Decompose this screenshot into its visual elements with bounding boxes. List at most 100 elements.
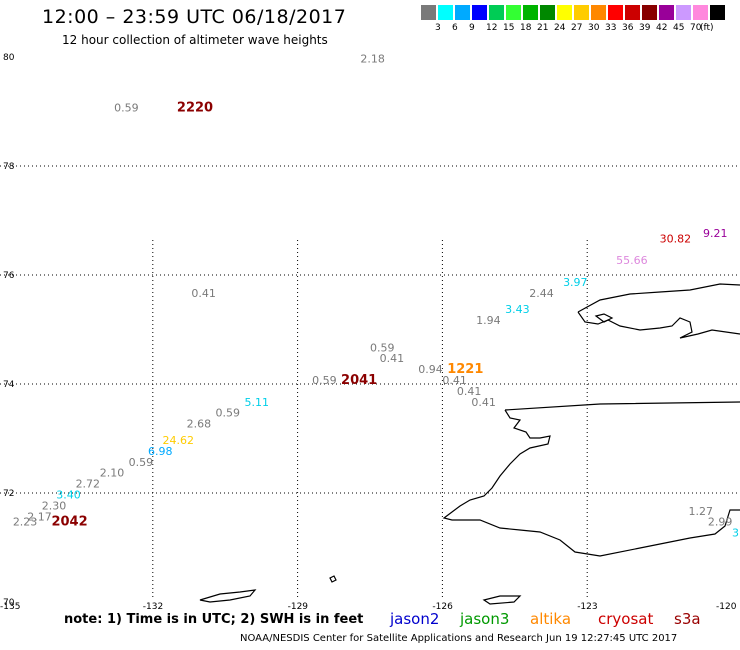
wave-height-value: 0.41 — [380, 352, 405, 365]
pass-time-label: 2042 — [51, 515, 87, 530]
legend-swatch — [506, 5, 522, 20]
wave-height-value: 0.59 — [312, 374, 337, 387]
satellite-name-s3a: s3a — [674, 610, 701, 628]
longitude-label: -123 — [577, 602, 597, 612]
longitude-label: -129 — [288, 602, 309, 612]
coastline — [199, 283, 740, 605]
legend-value-label: 12 — [486, 23, 498, 33]
legend-value-label: 3 — [435, 23, 441, 33]
legend-swatch — [710, 5, 726, 20]
legend-swatch — [591, 5, 607, 20]
legend-swatch — [438, 5, 454, 20]
legend-value-label: 15 — [503, 23, 515, 33]
wave-height-value: 2.30 — [42, 499, 67, 512]
legend-value-label: 45 — [673, 23, 685, 33]
island-coastline — [329, 575, 337, 583]
legend-value-label: 27 — [571, 23, 583, 33]
legend-swatch — [659, 5, 675, 20]
island-coastline — [594, 313, 614, 323]
legend-swatch — [472, 5, 488, 20]
credit-line: NOAA/NESDIS Center for Satellite Applica… — [240, 633, 678, 644]
mainland-coastline — [442, 401, 740, 557]
wave-height-value: 0.41 — [442, 374, 467, 387]
pass-labels-layer: 222020411221204220- — [51, 101, 483, 530]
wave-height-value: 3.43 — [505, 303, 530, 316]
graticule-grid: 80 78 76 74 72 70-135 -132 -129 -126 -123 -120 — [0, 53, 740, 612]
wave-height-value: 0.94 — [418, 363, 443, 376]
legend-swatch — [693, 5, 709, 20]
legend-swatch — [557, 5, 573, 20]
island-coastline — [577, 283, 740, 339]
wave-height-value: 2.72 — [76, 478, 101, 491]
satellite-name-cryosat: cryosat — [598, 610, 654, 628]
wave-height-value: 0.59 — [129, 456, 154, 469]
legend-swatch — [608, 5, 624, 20]
wave-height-value: 2.99 — [708, 516, 733, 529]
pass-time-label: 2220 — [177, 101, 213, 116]
legend-value-label: 18 — [520, 23, 532, 33]
satellite-name-jason2: jason2 — [390, 610, 440, 628]
longitude-label: -135 — [0, 602, 20, 612]
wave-height-value: 55.66 — [616, 254, 648, 267]
wave-height-value: 1.94 — [476, 314, 501, 327]
legend-value-label: 6 — [452, 23, 458, 33]
wave-height-value: 1.27 — [689, 505, 714, 518]
legend-value-label: 24 — [554, 23, 566, 33]
wave-height-value: 30.82 — [660, 232, 692, 245]
observations-layer: 2.180.590.413.9755.6630.829.2129.02.443.… — [13, 52, 740, 539]
latitude-label: 74 — [3, 380, 15, 390]
wave-height-value: 2.10 — [100, 467, 125, 480]
legend-value-label: 21 — [537, 23, 549, 33]
legend-swatch — [523, 5, 539, 20]
wave-height-value: 3.40 — [56, 488, 80, 501]
map-title: 12:00 – 23:59 UTC 06/18/2017 — [42, 6, 347, 28]
satellite-name-altika: altika — [530, 610, 572, 628]
wave-height-value: 2.68 — [187, 418, 212, 431]
legend-value-label: 36 — [622, 23, 634, 33]
latitude-label: 78 — [3, 162, 15, 172]
legend-swatch — [574, 5, 590, 20]
island-coastline — [482, 595, 522, 605]
legend-swatch — [421, 5, 437, 20]
wave-height-value: 6.98 — [148, 445, 173, 458]
legend-value-label: 33 — [605, 23, 617, 33]
pass-time-label: 1221 — [447, 362, 483, 377]
wave-height-value: 2.44 — [529, 287, 554, 300]
wave-height-value: 0.41 — [191, 287, 216, 300]
map-subtitle: 12 hour collection of altimeter wave hei… — [62, 33, 328, 47]
longitude-label: -126 — [432, 602, 453, 612]
legend-value-label: 39 — [639, 23, 651, 33]
latitude-label: 70 — [3, 598, 15, 608]
wave-height-value: 5.11 — [245, 396, 269, 409]
wave-height-value: 0.59 — [370, 341, 395, 354]
latitude-label: 80 — [3, 53, 15, 63]
legend-value-label: 9 — [469, 23, 475, 33]
wave-height-value: 2.23 — [13, 516, 38, 529]
wave-height-value: 0.59 — [114, 102, 139, 115]
wave-height-value: 24.62 — [162, 434, 194, 447]
longitude-label: -120 — [716, 602, 737, 612]
legend-unit-label: (ft) — [700, 23, 714, 33]
wave-height-value: 3.0 — [732, 527, 740, 540]
legend-value-label: 70 — [690, 23, 702, 33]
legend-swatch — [455, 5, 471, 20]
wave-height-value: 0.41 — [471, 396, 496, 409]
footer-note: note: 1) Time is in UTC; 2) SWH is in fe… — [64, 612, 364, 627]
wave-height-value: 2.18 — [360, 52, 385, 65]
island-coastline — [199, 589, 257, 603]
legend-swatch — [625, 5, 641, 20]
legend-swatch — [489, 5, 505, 20]
wave-height-value: 0.59 — [216, 407, 241, 420]
legend-value-label: 30 — [588, 23, 600, 33]
wave-height-value: 9.21 — [703, 227, 728, 240]
legend-swatch — [676, 5, 692, 20]
wave-height-value: 3.97 — [563, 276, 588, 289]
legend-value-label: 42 — [656, 23, 668, 33]
wave-height-value: 2.17 — [27, 510, 52, 523]
legend-swatch — [642, 5, 658, 20]
latitude-label: 72 — [3, 489, 14, 499]
wave-height-value: 0.41 — [457, 385, 482, 398]
pass-time-label: 2041 — [341, 373, 377, 388]
latitude-label: 76 — [3, 271, 15, 281]
